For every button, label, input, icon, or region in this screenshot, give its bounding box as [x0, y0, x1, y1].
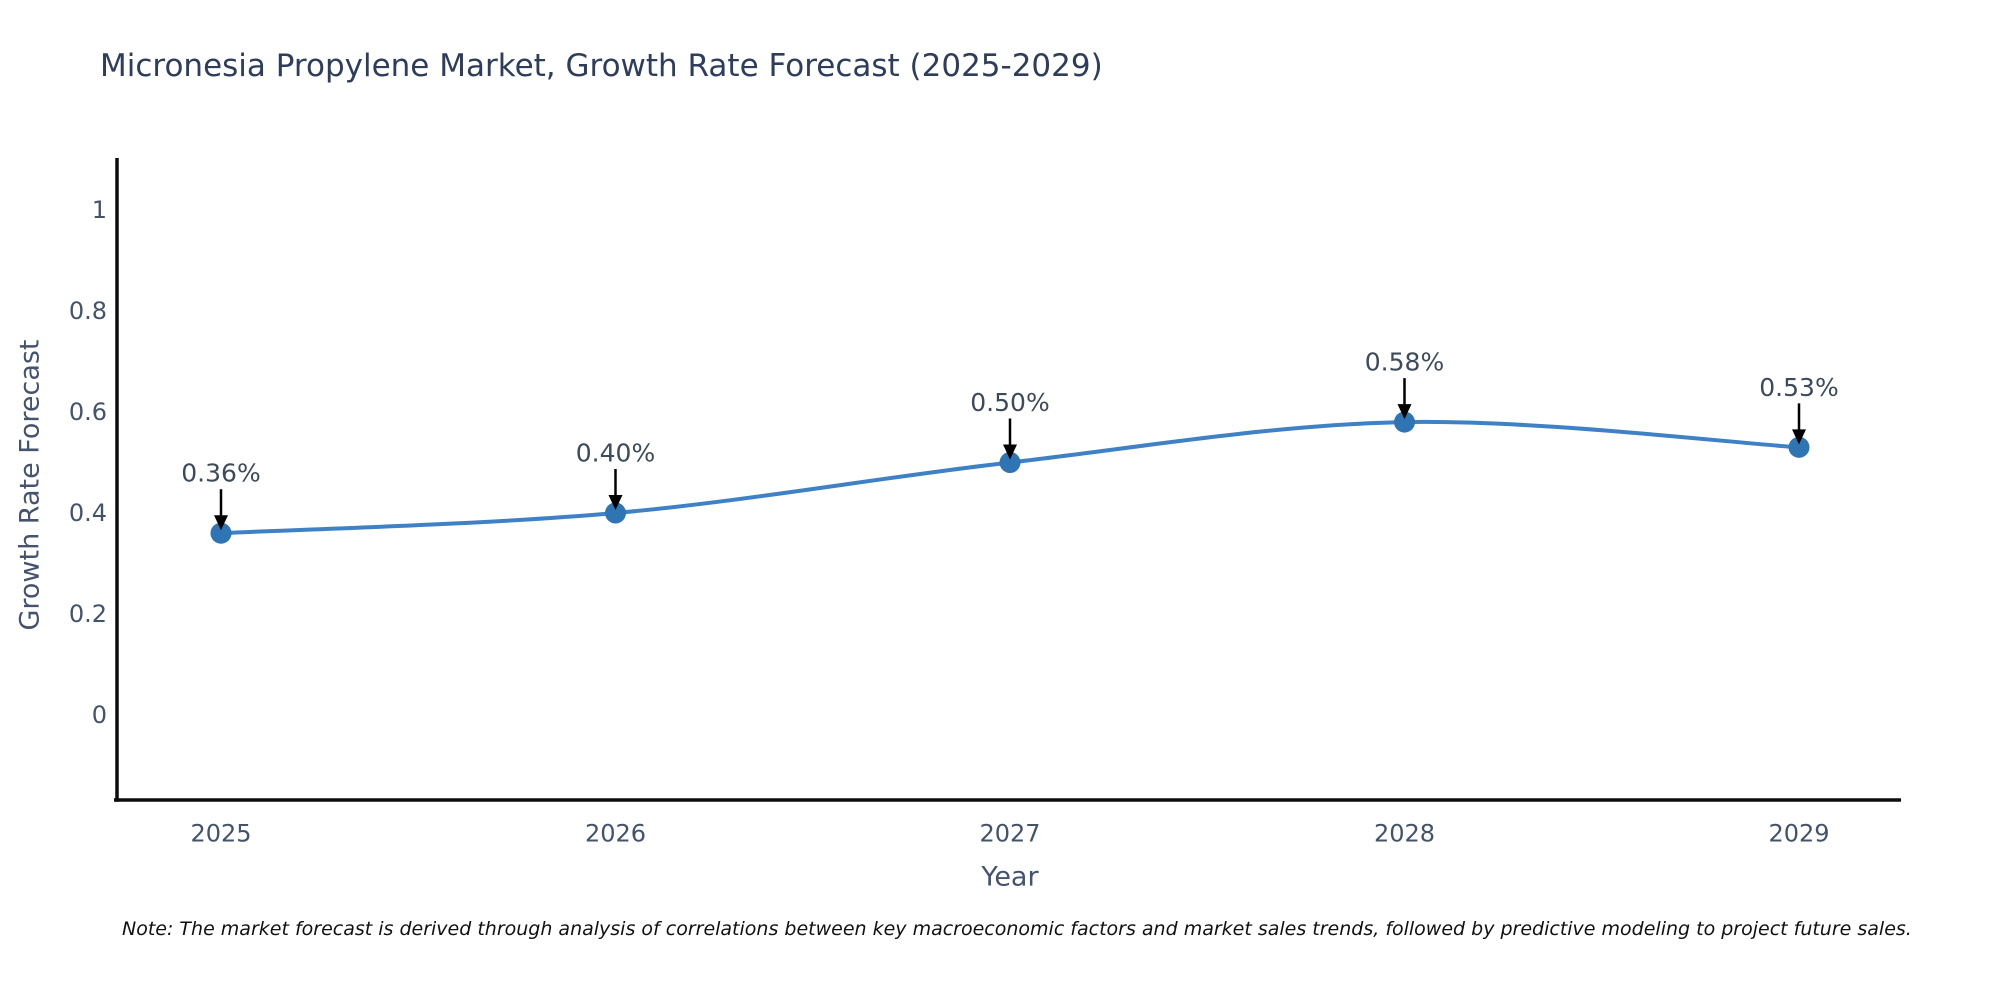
x-tick-label: 2028 — [1374, 820, 1435, 848]
data-point-label: 0.36% — [181, 459, 260, 488]
chart-title: Micronesia Propylene Market, Growth Rate… — [100, 48, 1103, 84]
data-point-label: 0.58% — [1365, 348, 1444, 377]
y-tick-label: 1 — [92, 196, 107, 224]
data-point-label: 0.40% — [576, 439, 655, 468]
y-axis-title: Growth Rate Forecast — [15, 339, 46, 630]
x-tick-label: 2029 — [1768, 820, 1829, 848]
annotation-arrowhead — [1792, 429, 1806, 445]
data-point-label: 0.53% — [1759, 373, 1838, 402]
x-tick-label: 2027 — [979, 820, 1040, 848]
annotation-arrowhead — [214, 515, 228, 531]
annotation-arrowhead — [1003, 444, 1017, 460]
y-tick-label: 0.2 — [69, 600, 107, 628]
x-axis-title: Year — [980, 862, 1039, 893]
annotation-arrowhead — [608, 495, 623, 510]
data-point-label: 0.50% — [970, 388, 1049, 417]
footnote: Note: The market forecast is derived thr… — [122, 918, 1912, 940]
y-tick-label: 0.6 — [69, 398, 107, 426]
y-tick-label: 0.8 — [69, 297, 107, 325]
data-point-marker — [999, 452, 1021, 473]
data-point-marker — [605, 502, 626, 524]
y-tick-label: 0 — [92, 701, 107, 729]
x-tick-label: 2026 — [585, 820, 646, 848]
data-point-marker — [210, 522, 232, 544]
y-tick-label: 0.4 — [69, 499, 107, 527]
data-point-marker — [1788, 436, 1810, 458]
data-point-marker — [1394, 411, 1415, 433]
annotation-arrowhead — [1397, 404, 1412, 420]
x-tick-label: 2025 — [190, 820, 251, 848]
